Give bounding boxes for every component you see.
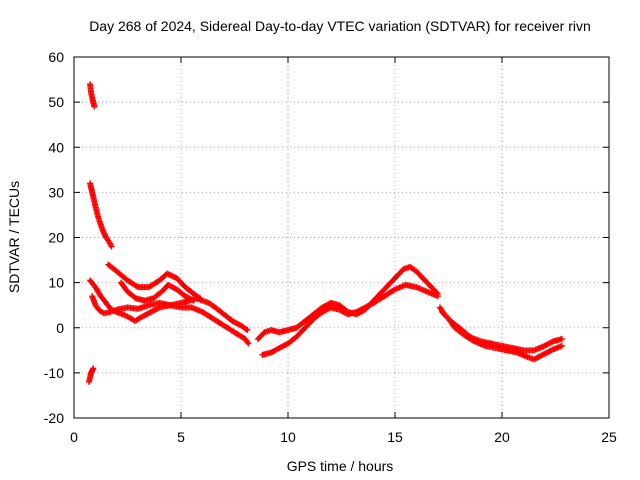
y-axis-label: SDTVAR / TECUs	[6, 181, 22, 293]
y-tick-label: 10	[48, 275, 64, 291]
y-tick-label: 60	[48, 49, 64, 65]
data-points	[85, 81, 565, 385]
y-tick-label: -20	[44, 410, 64, 426]
x-tick-label: 15	[387, 429, 403, 445]
data-point	[90, 365, 97, 372]
y-tick-label: -10	[44, 365, 64, 381]
y-tick-label: 50	[48, 94, 64, 110]
data-point	[190, 297, 197, 304]
x-axis-label: GPS time / hours	[287, 458, 394, 474]
y-tick-label: 30	[48, 184, 64, 200]
x-tick-label: 5	[177, 429, 185, 445]
data-point	[244, 327, 251, 334]
y-tick-label: 0	[56, 320, 64, 336]
data-point	[245, 340, 252, 347]
y-tick-label: 20	[48, 230, 64, 246]
x-tick-label: 0	[70, 429, 78, 445]
data-point	[434, 293, 441, 300]
x-tick-label: 25	[601, 429, 617, 445]
data-point	[558, 336, 565, 343]
y-tick-label: 40	[48, 139, 64, 155]
axis-ticks: 0 5 10 15 20 25 -20 -10 0 10 20 30 40 50 60	[44, 49, 617, 445]
data-point	[91, 103, 98, 110]
data-point	[195, 294, 202, 301]
x-tick-label: 20	[494, 429, 510, 445]
plot-frame	[73, 56, 610, 419]
data-point	[558, 342, 565, 349]
data-point	[108, 243, 115, 250]
x-tick-label: 10	[280, 429, 296, 445]
data-point	[243, 326, 250, 333]
chart-title: Day 268 of 2024, Sidereal Day-to-day VTE…	[89, 18, 591, 34]
grid	[74, 57, 609, 418]
data-point	[197, 295, 204, 302]
